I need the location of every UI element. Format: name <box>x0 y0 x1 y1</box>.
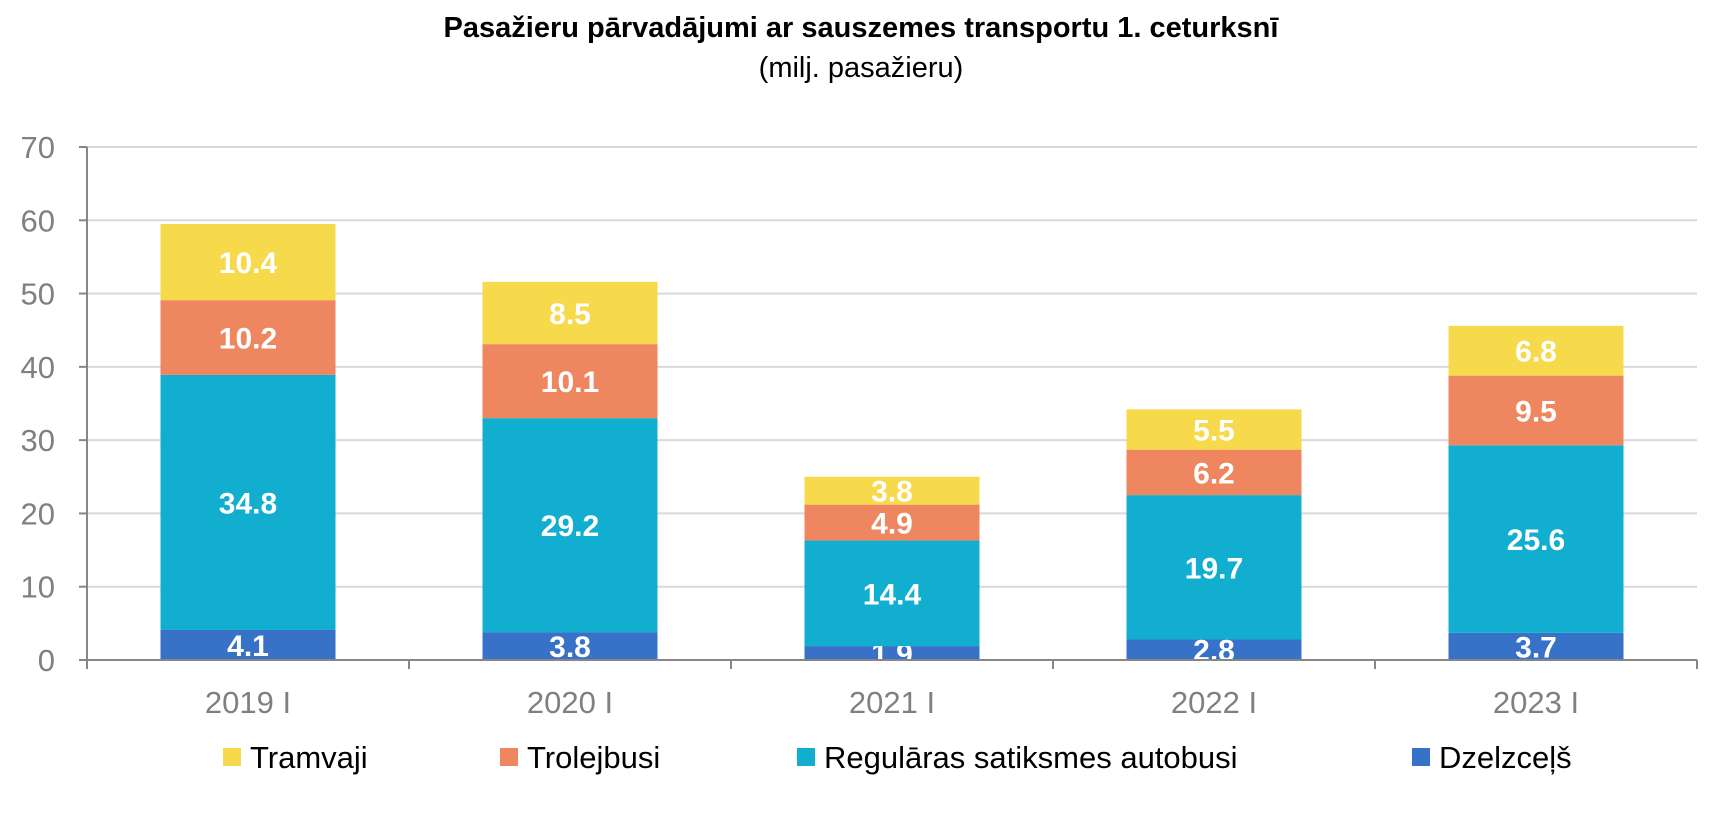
x-tick-label: 2021 I <box>849 685 935 720</box>
x-tick-label: 2020 I <box>527 685 613 720</box>
legend-swatch <box>797 748 815 766</box>
data-label: 3.8 <box>549 631 591 664</box>
data-label: 3.7 <box>1515 631 1557 664</box>
bar-segment <box>1126 409 1302 450</box>
y-tick-label: 0 <box>38 643 55 678</box>
data-label: 4.1 <box>227 630 269 663</box>
data-label: 2.8 <box>1193 635 1235 668</box>
y-tick-label: 60 <box>21 203 55 238</box>
data-label: 34.8 <box>219 487 277 520</box>
bar-segment <box>1448 375 1624 446</box>
data-label: 6.2 <box>1193 457 1235 490</box>
data-label: 5.5 <box>1193 415 1235 448</box>
y-tick-label: 30 <box>21 423 55 458</box>
data-label: 14.4 <box>863 578 922 611</box>
bar-segment <box>160 629 336 660</box>
legend-label: Dzelzceļš <box>1439 740 1572 775</box>
bar-segment <box>804 540 980 647</box>
y-tick-label: 10 <box>21 570 55 605</box>
data-label: 29.2 <box>541 510 599 543</box>
data-label: 25.6 <box>1507 524 1565 557</box>
bar-segment <box>804 646 980 660</box>
data-label: 10.2 <box>219 323 277 356</box>
bar-segment <box>1448 632 1624 660</box>
legend-swatch <box>223 748 241 766</box>
bar-segment <box>482 418 658 633</box>
data-label: 10.4 <box>219 247 278 280</box>
chart-subtitle: (milj. pasažieru) <box>758 52 964 84</box>
data-label: 4.9 <box>871 508 913 541</box>
bar-segment <box>160 374 336 630</box>
x-tick-label: 2019 I <box>205 685 291 720</box>
chart-title: Pasažieru pārvadājumi ar sauszemes trans… <box>443 12 1279 44</box>
x-tick-label: 2022 I <box>1171 685 1257 720</box>
bar-segment <box>482 632 658 660</box>
legend-label: Trolejbusi <box>527 740 660 775</box>
bar-segment <box>1448 325 1624 376</box>
y-tick-label: 50 <box>21 277 55 312</box>
bar-segment <box>482 344 658 419</box>
data-label: 3.8 <box>871 476 913 509</box>
data-label: 10.1 <box>541 366 599 399</box>
bar-segment <box>1126 449 1302 496</box>
x-tick-label: 2023 I <box>1493 685 1579 720</box>
bar-segment <box>1448 445 1624 633</box>
data-label: 19.7 <box>1185 552 1243 585</box>
y-tick-label: 70 <box>21 130 55 165</box>
bar-segment <box>804 504 980 541</box>
legend-swatch <box>500 748 518 766</box>
bar-segment <box>1126 495 1302 640</box>
bar-segment <box>160 300 336 375</box>
legend-swatch <box>1412 748 1430 766</box>
bar-segment <box>1126 639 1302 660</box>
data-label: 8.5 <box>549 298 591 331</box>
y-tick-label: 40 <box>21 350 55 385</box>
data-label: 6.8 <box>1515 336 1557 369</box>
legend-label: Regulāras satiksmes autobusi <box>824 740 1238 775</box>
bar-segment <box>804 476 980 505</box>
y-tick-label: 20 <box>21 496 55 531</box>
data-label: 9.5 <box>1515 395 1557 428</box>
bar-segment <box>482 281 658 345</box>
legend-label: Tramvaji <box>250 740 368 775</box>
bar-segment <box>160 223 336 301</box>
